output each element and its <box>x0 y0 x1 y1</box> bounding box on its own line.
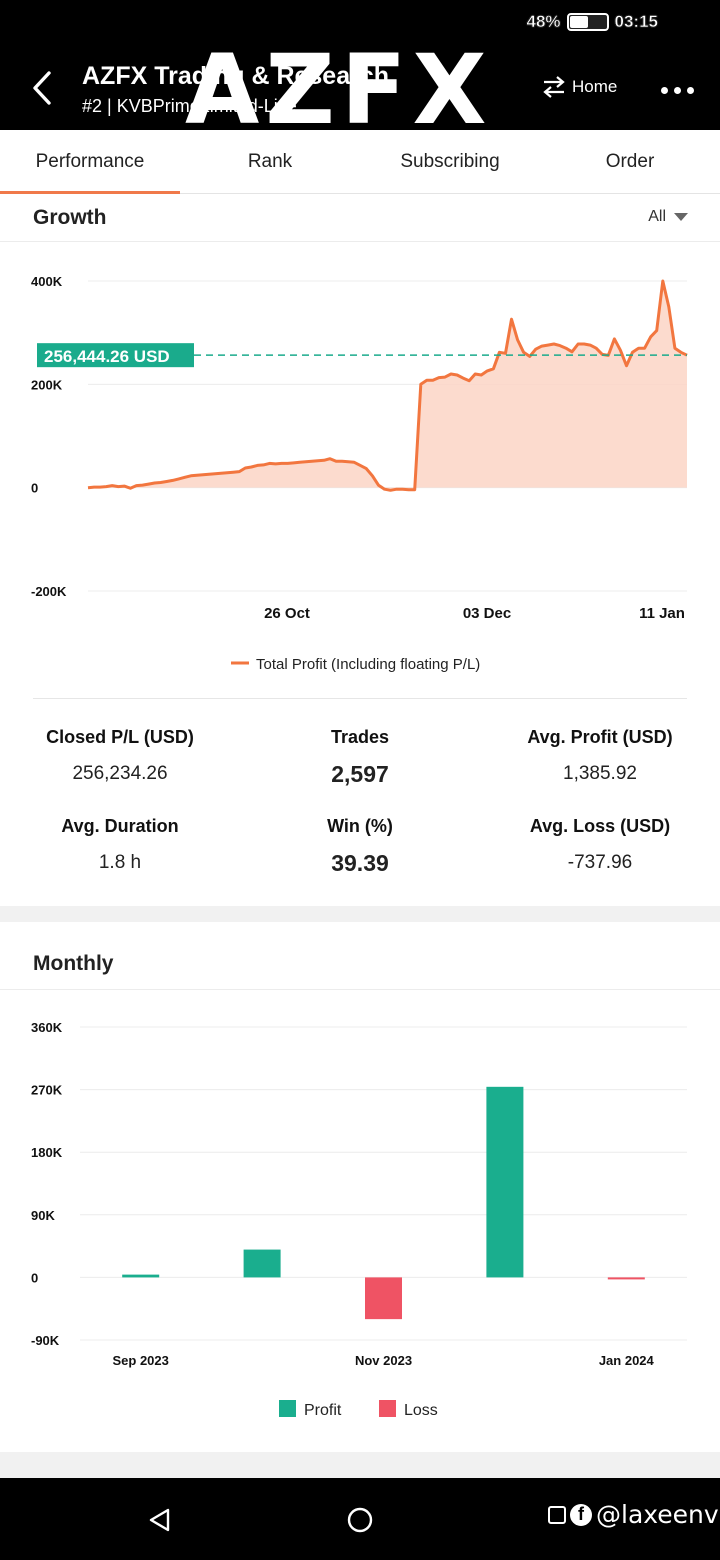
legend-swatch-loss <box>379 1400 396 1417</box>
y-tick-label: 0 <box>31 1270 38 1285</box>
growth-range-value: All <box>648 208 666 225</box>
stat-label: Avg. Profit (USD) <box>527 727 673 747</box>
stat-value: 1,385.92 <box>563 763 637 784</box>
tab-bar: Performance Rank Subscribing Order <box>0 130 720 194</box>
x-tick-label: 03 Dec <box>463 605 511 622</box>
legend-label-profit: Profit <box>304 1402 342 1419</box>
growth-range-dropdown[interactable]: All <box>648 208 688 226</box>
stat-win-rate: Win (%) 39.39 <box>240 816 480 877</box>
profit-bar <box>122 1274 160 1278</box>
legend-label-loss: Loss <box>404 1402 438 1419</box>
y-tick-label: 180K <box>31 1145 63 1160</box>
y-tick-label: -90K <box>31 1333 60 1348</box>
stat-value: 2,597 <box>331 761 389 787</box>
stat-avg-duration: Avg. Duration 1.8 h <box>0 816 240 874</box>
stat-value: -737.96 <box>567 852 633 873</box>
loss-bar <box>365 1277 402 1320</box>
handle-text: @laxeenv <box>596 1500 719 1529</box>
legend-label: Total Profit (Including floating P/L) <box>256 656 480 673</box>
swap-icon <box>543 76 565 98</box>
stat-value: 39.39 <box>331 850 389 876</box>
more-dot-icon <box>660 86 668 94</box>
x-tick-label: Nov 2023 <box>355 1353 412 1368</box>
y-tick-label: 400K <box>31 274 63 289</box>
x-tick-label: Sep 2023 <box>113 1353 169 1368</box>
stat-avg-profit: Avg. Profit (USD) 1,385.92 <box>480 727 720 785</box>
stat-value: 1.8 h <box>98 852 142 873</box>
stat-label: Avg. Duration <box>61 816 179 836</box>
more-menu-button[interactable] <box>652 76 702 104</box>
page-subtitle: #2 | KVBPrimeLimited-Live <box>82 96 297 116</box>
facebook-icon: f <box>570 1503 592 1526</box>
growth-chart: -200K 0 200K 400K 256,444.26 USD 26 Oct 03 Dec… <box>0 250 720 690</box>
section-separator <box>0 906 720 922</box>
battery-icon <box>566 13 609 31</box>
y-tick-label: 360K <box>31 1020 63 1035</box>
x-tick-label: Jan 2024 <box>599 1353 655 1368</box>
circle-home-icon <box>347 1507 373 1533</box>
caret-down-icon <box>674 213 688 221</box>
stat-label: Closed P/L (USD) <box>46 727 194 747</box>
y-tick-label: 90K <box>31 1208 55 1223</box>
tab-order[interactable]: Order <box>605 151 655 172</box>
monthly-header: Monthly <box>0 940 720 990</box>
stat-value: 256,234.26 <box>72 763 168 784</box>
growth-header: Growth All <box>0 194 720 242</box>
profit-bar <box>243 1249 281 1278</box>
tab-performance[interactable]: Performance <box>0 130 180 194</box>
status-time: 03:15 <box>614 12 658 32</box>
tab-subscribing[interactable]: Subscribing <box>400 151 500 172</box>
y-tick-label: 270K <box>31 1083 63 1098</box>
status-bar: 48% 03:15 <box>526 12 658 32</box>
current-value-badge <box>37 343 194 368</box>
instagram-icon <box>548 1505 566 1524</box>
back-button[interactable] <box>22 66 62 110</box>
app-header: AZFX 48% 03:15 AZFX Trading & Research #… <box>0 0 720 130</box>
more-dot-icon <box>673 86 681 94</box>
growth-heading: Growth <box>33 206 107 229</box>
more-dot-icon <box>686 86 694 94</box>
y-tick-label: -200K <box>31 584 67 599</box>
series-line-total-profit <box>87 279 688 492</box>
battery-percent: 48% <box>526 12 561 32</box>
loss-bar <box>607 1277 645 1280</box>
stat-avg-loss: Avg. Loss (USD) -737.96 <box>480 816 720 874</box>
profit-bar <box>486 1086 524 1278</box>
x-tick-label: 26 Oct <box>264 605 310 622</box>
growth-chart-svg: -200K 0 200K 400K 256,444.26 USD 26 Oct 03 Dec… <box>31 274 688 673</box>
area-fill <box>88 281 687 491</box>
section-separator <box>0 1452 720 1478</box>
home-label: Home <box>572 77 618 96</box>
divider <box>33 698 687 699</box>
monthly-heading: Monthly <box>33 952 114 975</box>
legend-swatch-profit <box>279 1400 296 1417</box>
page-title: AZFX Trading & Research <box>82 62 390 90</box>
header-watermark: AZFX <box>185 34 493 130</box>
nav-back-button[interactable] <box>140 1500 180 1540</box>
stat-trades: Trades 2,597 <box>240 727 480 788</box>
x-tick-label: 11 Jan <box>639 605 685 622</box>
system-nav-bar: f @laxeenv <box>0 1478 720 1560</box>
monthly-chart-svg: -90K 0 90K 180K 270K 360K Sep 2023 Nov 2023 Jan … <box>31 1020 687 1419</box>
stat-label: Avg. Loss (USD) <box>529 816 671 836</box>
stat-label: Trades <box>330 727 390 747</box>
social-handle: f @laxeenv <box>548 1500 719 1529</box>
nav-home-button[interactable] <box>340 1500 380 1540</box>
monthly-chart: -90K 0 90K 180K 270K 360K Sep 2023 Nov 2023 Jan … <box>0 1000 720 1440</box>
tab-rank[interactable]: Rank <box>247 151 293 172</box>
current-value-label: 256,444.26 USD <box>44 347 170 366</box>
triangle-back-icon <box>149 1508 170 1532</box>
stat-closed-pl: Closed P/L (USD) 256,234.26 <box>0 727 240 785</box>
chevron-left-icon <box>33 71 51 105</box>
y-tick-label: 200K <box>31 377 63 392</box>
stat-label: Win (%) <box>327 816 393 836</box>
y-tick-label: 0 <box>31 481 38 496</box>
home-button[interactable]: Home <box>542 76 617 98</box>
